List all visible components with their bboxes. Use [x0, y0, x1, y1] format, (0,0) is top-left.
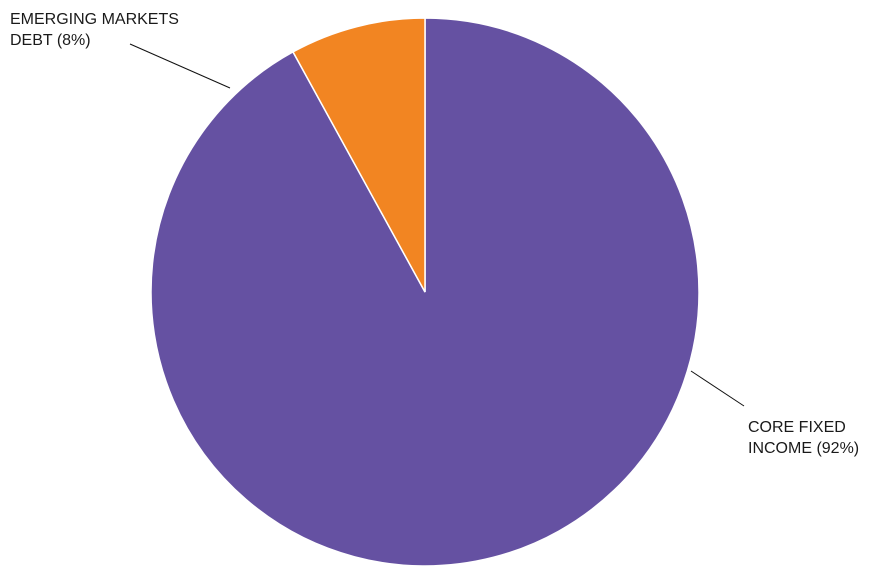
slice-label-line: INCOME (92%)	[748, 440, 859, 457]
slice-label-line: CORE FIXED	[748, 419, 846, 436]
slice-label-core-fixed-income: CORE FIXED INCOME (92%)	[748, 419, 859, 457]
pie-slice-emerging-markets-debt	[291, 17, 426, 293]
leader-line-emerging-markets-debt	[129, 43, 231, 89]
pie-slice-core-fixed-income	[150, 17, 700, 566]
pie-slices	[150, 17, 700, 566]
leader-line-core-fixed-income	[690, 370, 745, 407]
slice-label-emerging-markets-debt: EMERGING MARKETS DEBT (8%)	[10, 11, 179, 49]
leader-lines	[129, 43, 745, 407]
slice-label-line: DEBT (8%)	[10, 32, 91, 49]
slice-label-line: EMERGING MARKETS	[10, 11, 179, 28]
slice-labels: CORE FIXED INCOME (92%) EMERGING MARKETS DE…	[10, 11, 859, 457]
